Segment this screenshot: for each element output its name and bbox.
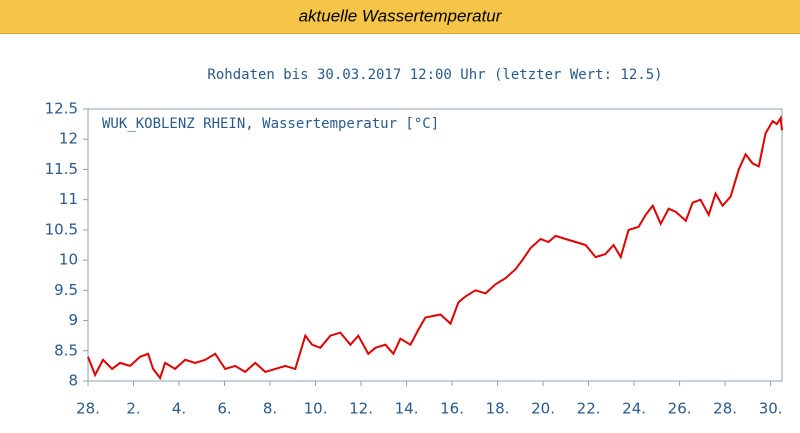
x-tick-label: 14. (395, 400, 419, 418)
y-tick-label: 10 (59, 251, 78, 269)
x-tick-label: 12. (349, 400, 373, 418)
x-tick-label: 2. (126, 400, 140, 418)
y-tick-label: 11.5 (45, 160, 78, 178)
x-tick-label: 28. (713, 400, 737, 418)
y-tick-label: 9 (68, 311, 78, 329)
x-tick-label: 28. (76, 400, 100, 418)
y-tick-label: 8.5 (54, 341, 78, 359)
legend-text: WUK_KOBLENZ RHEIN, Wassertemperatur [°C] (102, 116, 439, 132)
header-bar (0, 0, 800, 33)
chart-title: Rohdaten bis 30.03.2017 12:00 Uhr (letzt… (207, 67, 662, 83)
plot-frame (87, 108, 783, 382)
x-tick-label: 8. (263, 400, 277, 418)
x-tick-label: 18. (486, 400, 510, 418)
x-tick-label: 6. (217, 400, 231, 418)
x-tick-label: 4. (172, 400, 186, 418)
x-tick-label: 16. (440, 400, 464, 418)
x-tick-label: 10. (304, 400, 328, 418)
x-tick-label: 26. (668, 400, 692, 418)
x-tick-label: 24. (622, 400, 646, 418)
temperature-line (87, 115, 783, 381)
x-tick-label: 30. (759, 400, 783, 418)
y-tick-label: 12.5 (45, 100, 78, 118)
x-tick-label: 20. (531, 400, 555, 418)
y-tick-label: 12 (59, 130, 78, 148)
y-tick-label: 8 (68, 372, 78, 390)
x-tick-label: 22. (577, 400, 601, 418)
header-title: aktuelle Wassertemperatur (299, 6, 503, 25)
y-tick-label: 10.5 (45, 220, 78, 238)
y-tick-label: 11 (59, 190, 78, 208)
y-tick-label: 9.5 (54, 281, 78, 299)
